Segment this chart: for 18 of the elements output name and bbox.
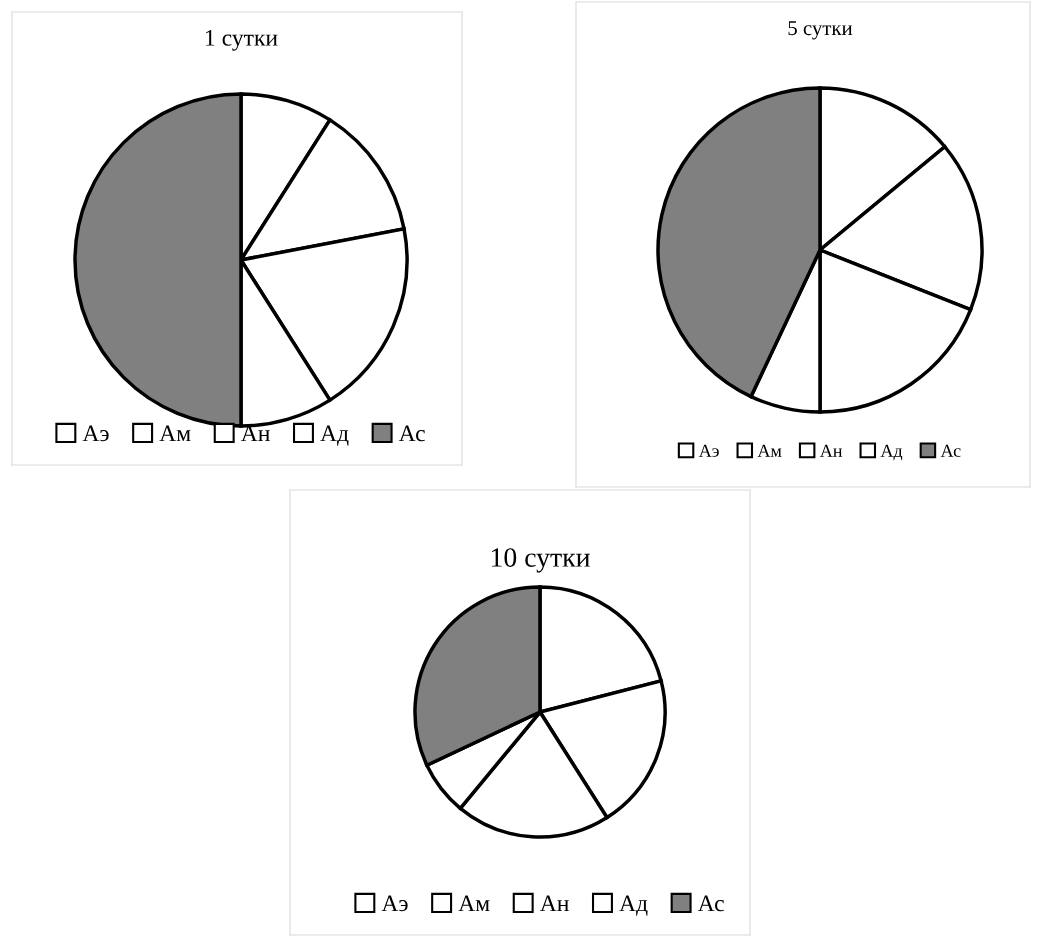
- chart-title: 1 сутки: [206, 30, 278, 51]
- legend-label: Ам: [159, 425, 191, 442]
- legend-label: Ан: [539, 895, 569, 912]
- legend-label: Ам: [757, 444, 782, 457]
- legend-label: Аэ: [698, 444, 719, 457]
- legend-label: Аэ: [381, 895, 408, 912]
- legend-label: Ас: [398, 425, 425, 442]
- legend-label: Аэ: [82, 425, 109, 442]
- legend-label: Ан: [819, 444, 843, 457]
- legend-label: Ас: [940, 444, 961, 457]
- chart-title: 10 сутки: [491, 548, 590, 573]
- legend-label: Ан: [240, 425, 270, 442]
- legend-label: Ас: [697, 895, 724, 912]
- legend-label: Ад: [320, 425, 349, 446]
- legend-label: Ам: [458, 895, 490, 912]
- legend-label: Ад: [619, 895, 648, 916]
- legend-label: Ад: [880, 444, 903, 461]
- chart-title: 5 сутки: [788, 21, 853, 40]
